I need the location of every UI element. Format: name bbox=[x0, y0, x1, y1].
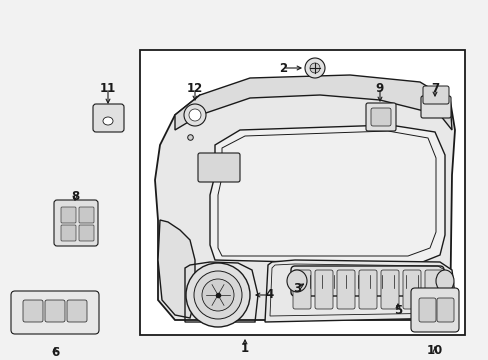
FancyBboxPatch shape bbox=[358, 270, 376, 309]
FancyBboxPatch shape bbox=[198, 153, 240, 182]
FancyBboxPatch shape bbox=[424, 270, 442, 309]
FancyBboxPatch shape bbox=[380, 270, 398, 309]
FancyBboxPatch shape bbox=[93, 104, 124, 132]
Circle shape bbox=[185, 263, 249, 327]
Circle shape bbox=[189, 109, 201, 121]
Text: 5: 5 bbox=[393, 303, 401, 316]
FancyBboxPatch shape bbox=[410, 288, 458, 332]
Circle shape bbox=[194, 271, 242, 319]
Circle shape bbox=[309, 63, 319, 73]
Text: 4: 4 bbox=[265, 288, 274, 302]
Ellipse shape bbox=[286, 270, 306, 292]
FancyBboxPatch shape bbox=[61, 225, 76, 241]
Text: 10: 10 bbox=[426, 343, 442, 356]
FancyBboxPatch shape bbox=[54, 200, 98, 246]
FancyBboxPatch shape bbox=[23, 300, 43, 322]
Circle shape bbox=[202, 279, 234, 311]
Text: 3: 3 bbox=[292, 282, 301, 294]
PathPatch shape bbox=[158, 220, 195, 318]
Circle shape bbox=[305, 58, 325, 78]
FancyBboxPatch shape bbox=[67, 300, 87, 322]
FancyBboxPatch shape bbox=[370, 108, 390, 126]
Ellipse shape bbox=[103, 117, 113, 125]
FancyBboxPatch shape bbox=[61, 207, 76, 223]
PathPatch shape bbox=[175, 75, 451, 130]
Bar bbox=[140, 50, 464, 335]
FancyBboxPatch shape bbox=[422, 86, 448, 104]
FancyBboxPatch shape bbox=[79, 207, 94, 223]
Circle shape bbox=[183, 104, 205, 126]
Text: 1: 1 bbox=[241, 342, 248, 355]
Text: 11: 11 bbox=[100, 81, 116, 94]
FancyBboxPatch shape bbox=[336, 270, 354, 309]
FancyBboxPatch shape bbox=[420, 96, 450, 118]
PathPatch shape bbox=[264, 260, 454, 322]
FancyBboxPatch shape bbox=[365, 103, 395, 131]
FancyBboxPatch shape bbox=[418, 298, 435, 322]
FancyBboxPatch shape bbox=[290, 266, 443, 296]
FancyBboxPatch shape bbox=[11, 291, 99, 334]
FancyBboxPatch shape bbox=[292, 270, 310, 309]
PathPatch shape bbox=[209, 125, 444, 265]
FancyBboxPatch shape bbox=[79, 225, 94, 241]
Text: 7: 7 bbox=[430, 81, 438, 94]
Text: 9: 9 bbox=[375, 81, 384, 94]
Text: 6: 6 bbox=[51, 346, 59, 359]
Ellipse shape bbox=[435, 270, 453, 292]
FancyBboxPatch shape bbox=[436, 298, 453, 322]
FancyBboxPatch shape bbox=[402, 270, 420, 309]
Text: 12: 12 bbox=[186, 81, 203, 94]
Text: 2: 2 bbox=[278, 62, 286, 75]
FancyBboxPatch shape bbox=[45, 300, 65, 322]
FancyBboxPatch shape bbox=[314, 270, 332, 309]
Text: 8: 8 bbox=[71, 189, 79, 202]
PathPatch shape bbox=[155, 88, 454, 320]
